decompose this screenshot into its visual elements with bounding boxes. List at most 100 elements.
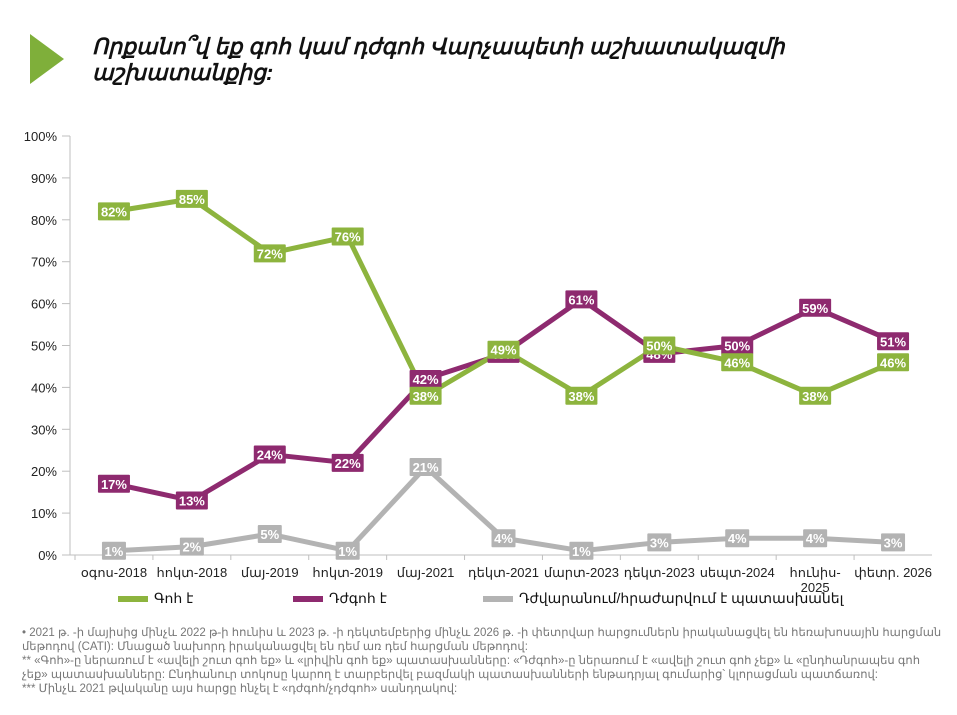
y-tick-label: 70% bbox=[31, 255, 57, 270]
x-tick-label: սեպտ-2024 bbox=[700, 565, 775, 580]
data-label: 49% bbox=[490, 343, 516, 358]
data-label: 38% bbox=[802, 389, 828, 404]
chart-legend: Գոհ է Դժգոհ է Դժվարանում/հրաժարվում է պա… bbox=[118, 590, 918, 612]
data-label: 17% bbox=[101, 477, 127, 492]
data-label-bg bbox=[409, 386, 442, 405]
data-label-bg bbox=[799, 386, 832, 405]
data-label-bg bbox=[799, 298, 832, 317]
slide-marker-arrow-icon bbox=[30, 34, 64, 84]
footnotes: • 2021 թ. -ի մայիսից մինչև 2022 թ-ի հուն… bbox=[22, 626, 942, 696]
data-label: 1% bbox=[105, 544, 124, 559]
x-tick-label: օգոս-2018 bbox=[81, 565, 147, 580]
data-label: 61% bbox=[568, 292, 594, 307]
y-tick-label: 90% bbox=[31, 171, 57, 186]
data-label: 42% bbox=[413, 372, 439, 387]
data-label-bg bbox=[725, 529, 750, 548]
legend-label-satisfied: Գոհ է bbox=[154, 590, 194, 606]
data-label: 85% bbox=[179, 192, 205, 207]
x-tick-label: մայ-2019 bbox=[241, 565, 299, 580]
footnote-3: *** Մինչև 2021 թվականը այս հարցը հնչել է… bbox=[22, 683, 458, 695]
legend-label-difficult: Դժվարանում/հրաժարվում է պատասխանել bbox=[519, 590, 844, 606]
x-tick-label: դեկտ-2021 bbox=[468, 565, 539, 580]
y-tick-label: 80% bbox=[31, 213, 57, 228]
y-tick-label: 30% bbox=[31, 422, 57, 437]
line-chart: 0% 10% 20% 30% 40% 50% 60% 70% 80% 90% 100% օգոս-20… bbox=[24, 129, 932, 595]
data-label: 59% bbox=[802, 301, 828, 316]
data-label: 82% bbox=[101, 204, 127, 219]
data-label-bg bbox=[409, 458, 442, 477]
data-label: 38% bbox=[568, 389, 594, 404]
legend-swatch-dissatisfied bbox=[293, 595, 323, 602]
y-tick-label: 10% bbox=[31, 506, 57, 521]
data-label: 3% bbox=[650, 535, 669, 550]
data-label-bg bbox=[97, 474, 130, 493]
data-label-bg bbox=[881, 533, 906, 552]
data-label: 1% bbox=[338, 544, 357, 559]
data-label: 4% bbox=[806, 531, 825, 546]
y-tick-label: 20% bbox=[31, 464, 57, 479]
data-label-bg bbox=[409, 370, 442, 389]
x-tick-label: հունիս-2025 bbox=[790, 565, 841, 595]
data-label: 24% bbox=[257, 447, 283, 462]
data-label-bg bbox=[877, 332, 910, 351]
data-label-bg bbox=[253, 244, 286, 263]
legend-swatch-satisfied bbox=[118, 595, 148, 602]
x-tick-label: դեկտ-2023 bbox=[624, 565, 695, 580]
y-tick-label: 60% bbox=[31, 297, 57, 312]
footnote-2: ** «Գոհ»-ը ներառում է «ավելի շուտ գոհ եք… bbox=[22, 655, 921, 681]
x-tick-label: մարտ-2023 bbox=[544, 565, 619, 580]
x-tick-label: փետր. 2026 bbox=[854, 565, 932, 580]
footnote-1: • 2021 թ. -ի մայիսից մինչև 2022 թ-ի հուն… bbox=[22, 627, 942, 653]
data-label-bg bbox=[175, 189, 208, 208]
data-label-bg bbox=[179, 537, 204, 556]
y-tick-label: 100% bbox=[24, 129, 58, 144]
data-label: 51% bbox=[880, 334, 906, 349]
data-label-bg bbox=[101, 541, 126, 560]
data-label: 72% bbox=[257, 246, 283, 261]
legend-item-difficult: Դժվարանում/հրաժարվում է պատասխանել bbox=[483, 590, 843, 607]
data-label: 1% bbox=[572, 544, 591, 559]
data-label-bg bbox=[721, 353, 754, 372]
data-label: 46% bbox=[880, 355, 906, 370]
data-label: 5% bbox=[260, 527, 279, 542]
data-label: 50% bbox=[646, 339, 672, 354]
data-label: 50% bbox=[724, 339, 750, 354]
data-label-bg bbox=[97, 202, 130, 221]
data-label: 3% bbox=[884, 535, 903, 550]
data-label-bg bbox=[253, 445, 286, 464]
data-label-bg bbox=[647, 533, 672, 552]
series-line-satisfied bbox=[111, 196, 896, 399]
x-tick-label: հոկտ-2018 bbox=[157, 565, 228, 580]
data-label: 13% bbox=[179, 494, 205, 509]
data-label: 38% bbox=[413, 389, 439, 404]
legend-swatch-difficult bbox=[483, 595, 513, 602]
data-label-bg bbox=[331, 453, 364, 472]
data-label-bg bbox=[335, 541, 360, 560]
y-tick-label: 0% bbox=[38, 548, 57, 563]
data-label: 21% bbox=[413, 460, 439, 475]
data-label-bg bbox=[877, 353, 910, 372]
data-label-bg bbox=[175, 491, 208, 510]
chart-series bbox=[111, 196, 896, 554]
data-label: 4% bbox=[728, 531, 747, 546]
slide-marker-arrow-shape bbox=[30, 34, 64, 84]
data-label-bg bbox=[331, 227, 364, 246]
x-tick-label: հոկտ-2019 bbox=[312, 565, 383, 580]
data-label: 76% bbox=[335, 230, 361, 245]
data-label: 2% bbox=[182, 540, 201, 555]
y-tick-label: 50% bbox=[31, 339, 57, 354]
y-tick-label: 40% bbox=[31, 380, 57, 395]
data-label-bg bbox=[565, 386, 598, 405]
data-label: 46% bbox=[724, 355, 750, 370]
data-label-bg bbox=[721, 336, 754, 355]
data-label-bg bbox=[257, 525, 282, 544]
legend-label-dissatisfied: Դժգոհ է bbox=[329, 590, 387, 606]
data-label-bg bbox=[491, 529, 516, 548]
data-label-bg bbox=[569, 541, 594, 560]
legend-item-satisfied: Գոհ է bbox=[118, 590, 193, 607]
data-label-bg bbox=[803, 529, 828, 548]
x-tick-label: մայ-2021 bbox=[397, 565, 455, 580]
legend-item-dissatisfied: Դժգոհ է bbox=[293, 590, 387, 607]
data-label: 22% bbox=[335, 456, 361, 471]
data-label-bg bbox=[487, 340, 520, 359]
